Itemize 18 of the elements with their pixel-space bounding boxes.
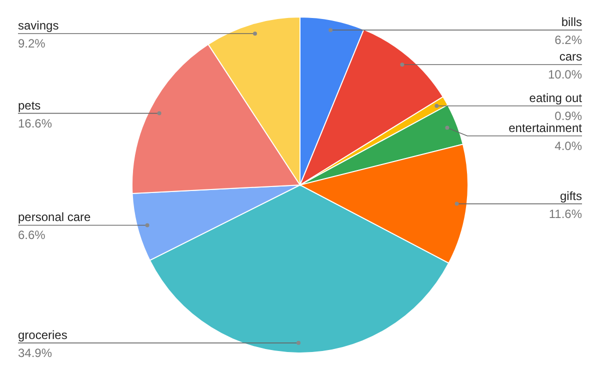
data-label: 4.0% <box>554 138 582 153</box>
slice-label: entertainment <box>508 120 583 135</box>
slice-label: bills <box>561 15 582 30</box>
slice-label: savings <box>18 18 59 33</box>
slice-label: cars <box>559 50 582 64</box>
data-label: 9.2% <box>18 36 46 51</box>
data-label: 0.9% <box>554 108 582 123</box>
data-label: 16.6% <box>18 116 52 130</box>
data-label: 34.9% <box>18 346 52 360</box>
slice-label: personal care <box>18 210 92 224</box>
slice-label: pets <box>18 98 41 112</box>
slice-label: gifts <box>560 188 582 203</box>
data-label: 6.6% <box>18 228 46 242</box>
data-label: 11.6% <box>548 206 582 221</box>
data-label: 10.0% <box>548 68 582 82</box>
slice-label: groceries <box>18 328 68 342</box>
slice-label: eating out <box>529 90 583 105</box>
data-label: 6.2% <box>554 33 582 48</box>
